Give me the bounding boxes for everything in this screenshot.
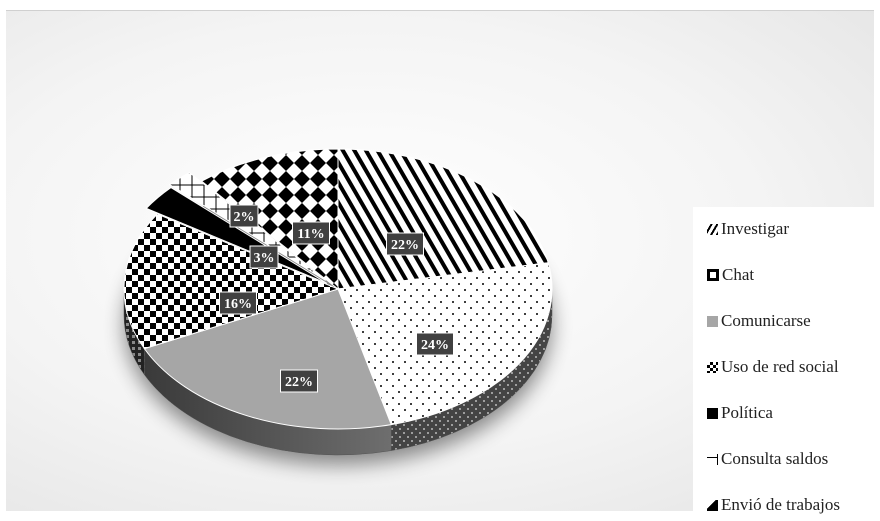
legend-item-chat: Chat xyxy=(707,264,754,286)
data-label-comunicarse: 22% xyxy=(280,369,318,393)
legend-label-investigar: Investigar xyxy=(721,219,789,238)
data-label-box xyxy=(416,332,454,356)
data-label-text: 16% xyxy=(224,297,252,312)
legend-item-comunicarse: Comunicarse xyxy=(707,310,811,332)
data-label-text: 22% xyxy=(391,238,419,253)
legend-swatch-comunicarse xyxy=(707,315,718,327)
legend-label-comunicarse: Comunicarse xyxy=(721,311,811,330)
data-label-box xyxy=(280,369,318,393)
legend-label-envio-de-trabajos: Envió de trabajos xyxy=(721,495,840,514)
legend-swatch-chat xyxy=(707,269,719,281)
legend-label-consulta-saldos: Consulta saldos xyxy=(721,449,829,468)
legend-label-uso-de-red-social: Uso de red social xyxy=(721,357,839,376)
legend: Investigar Chat Comunicarse Uso de red s… xyxy=(693,207,874,521)
pie-slice-comunicarse xyxy=(143,288,392,430)
data-label-text: 11% xyxy=(297,227,324,242)
legend-item-envio-de-trabajos: Envió de trabajos xyxy=(707,494,840,516)
legend-swatch-uso-de-red-social xyxy=(707,361,718,373)
data-label-consulta-saldos: 2% xyxy=(229,204,259,228)
pie-slice-envio-de-trabajos xyxy=(200,148,339,291)
data-label-box xyxy=(292,221,330,245)
data-label-text: 2% xyxy=(234,210,255,225)
legend-swatch-investigar xyxy=(707,223,718,235)
data-label-chat: 24% xyxy=(416,332,454,356)
legend-label-chat: Chat xyxy=(722,265,755,284)
data-label-politica: 3% xyxy=(249,245,279,269)
legend-swatch-consulta-saldos xyxy=(707,453,718,465)
chart-area: 22% 24% 22% 16% 3% 2% 11% Investigar Chat Comu… xyxy=(6,10,874,521)
data-label-box xyxy=(386,232,424,256)
data-label-envio-de-trabajos: 11% xyxy=(292,221,330,245)
data-label-text: 22% xyxy=(285,375,313,390)
data-label-investigar: 22% xyxy=(386,232,424,256)
legend-item-politica: Política xyxy=(707,402,773,424)
legend-swatch-envio-de-trabajos xyxy=(707,499,718,511)
legend-label-politica: Política xyxy=(721,403,773,422)
pie-slice-uso-de-red-social xyxy=(123,213,340,350)
legend-item-investigar: Investigar xyxy=(707,218,789,240)
data-label-uso-de-red-social: 16% xyxy=(219,291,257,315)
legend-item-uso-de-red-social: Uso de red social xyxy=(707,356,839,378)
legend-item-consulta-saldos: Consulta saldos xyxy=(707,448,828,470)
data-label-text: 3% xyxy=(254,251,275,266)
data-label-box xyxy=(229,204,259,228)
data-label-box xyxy=(219,291,257,315)
data-label-box xyxy=(249,245,279,269)
data-label-text: 24% xyxy=(421,338,449,353)
legend-swatch-politica xyxy=(707,407,718,419)
pie-chart: 22% 24% 22% 16% 3% 2% 11% xyxy=(123,148,553,456)
pie-slice-politica xyxy=(145,186,328,284)
